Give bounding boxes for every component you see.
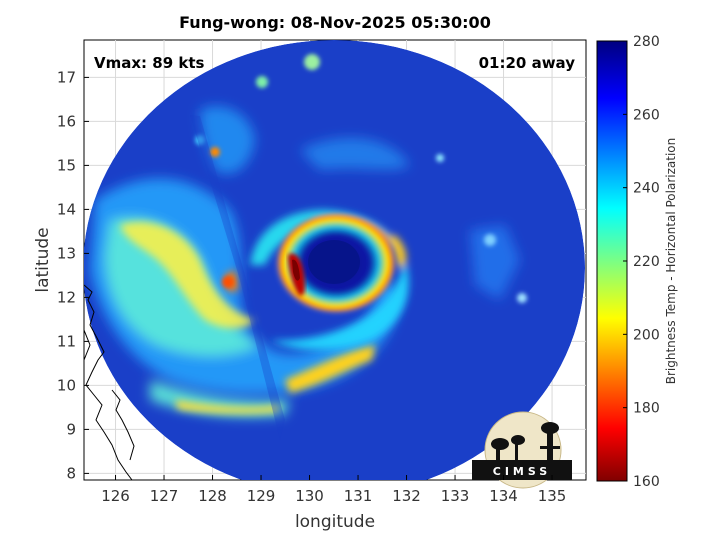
- colorbar-tick-label: 200: [633, 327, 660, 343]
- x-tick-label: 131: [344, 487, 373, 505]
- y-tick-label: 15: [57, 156, 76, 174]
- storm-eye: [308, 240, 360, 284]
- y-tick-label: 11: [57, 332, 76, 350]
- time-offset-label: 01:20 away: [479, 54, 576, 72]
- colorbar-tick-label: 260: [633, 107, 660, 123]
- plot-area: Vmax: 89 kts 01:20 away CIMSS 126 127 128 1…: [57, 39, 587, 505]
- colorbar-tick-label: 180: [633, 401, 660, 417]
- x-tick-label: 134: [489, 487, 518, 505]
- colorbar-tick-label: 220: [633, 254, 660, 270]
- y-tick-label: 8: [66, 464, 76, 482]
- x-tick-label: 130: [295, 487, 324, 505]
- colorbar-ticks: 160 180 200 220 240 260 280: [623, 34, 660, 490]
- cimss-logo-text: CIMSS: [493, 465, 551, 478]
- x-tick-label: 126: [101, 487, 130, 505]
- colorbar-tick-label: 240: [633, 181, 660, 197]
- vmax-label: Vmax: 89 kts: [94, 54, 204, 72]
- x-axis-ticks: 126 127 128 129 130 131 132 133 134 135: [101, 475, 566, 505]
- y-axis-ticks: 8 9 10 11 12 13 14 15 16 17: [57, 68, 89, 482]
- figure-title: Fung-wong: 08-Nov-2025 05:30:00: [179, 13, 491, 32]
- y-tick-label: 10: [57, 376, 76, 394]
- colorbar-tick-label: 160: [633, 474, 660, 490]
- x-tick-label: 133: [441, 487, 470, 505]
- y-tick-label: 9: [66, 420, 76, 438]
- y-tick-label: 17: [57, 68, 76, 86]
- y-axis-label: latitude: [33, 227, 53, 292]
- x-tick-label: 129: [247, 487, 276, 505]
- x-axis-label: longitude: [295, 512, 375, 532]
- x-tick-label: 135: [538, 487, 567, 505]
- y-tick-label: 12: [57, 288, 76, 306]
- x-tick-label: 127: [150, 487, 179, 505]
- colorbar-tick-label: 280: [633, 34, 660, 50]
- y-tick-label: 13: [57, 244, 76, 262]
- y-tick-label: 14: [57, 200, 76, 218]
- y-tick-label: 16: [57, 112, 76, 130]
- coastline: [84, 284, 135, 480]
- colorbar-label: Brightness Temp - Horizontal Polarizatio…: [664, 138, 678, 385]
- colorbar: 160 180 200 220 240 260 280 Brightness Temp - …: [596, 34, 678, 490]
- cimss-logo: CIMSS: [472, 411, 572, 489]
- x-tick-label: 132: [392, 487, 421, 505]
- x-tick-label: 128: [198, 487, 227, 505]
- microwave-swath: [84, 40, 585, 480]
- colorbar-scale: [596, 40, 628, 482]
